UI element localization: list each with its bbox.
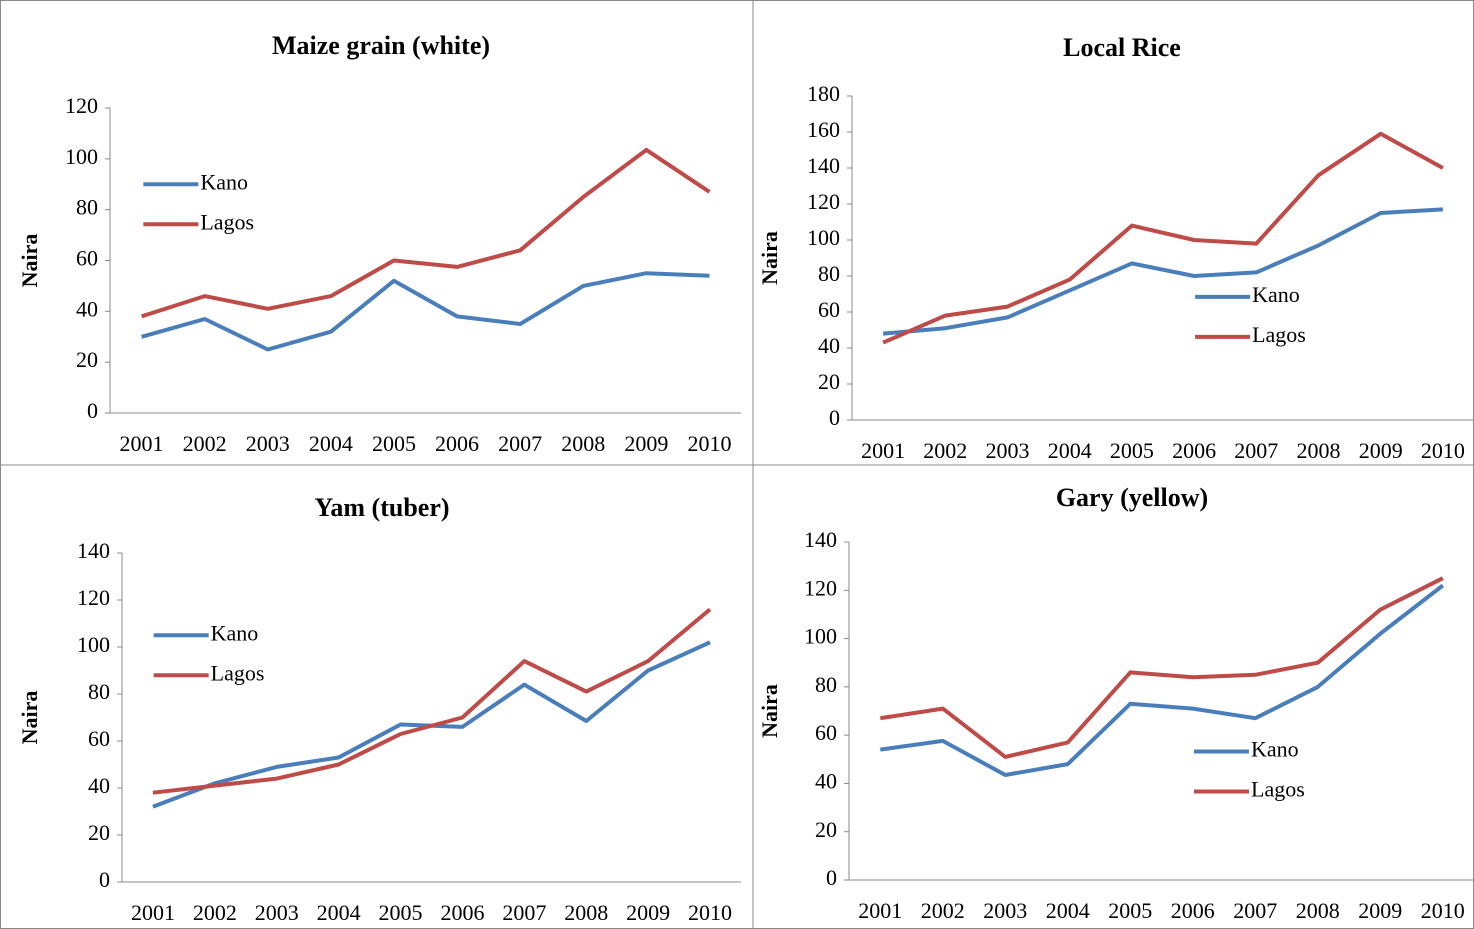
x-tick-label: 2006 <box>1171 898 1215 923</box>
y-tick-label: 80 <box>815 672 837 697</box>
x-tick-label: 2007 <box>498 431 542 456</box>
y-tick-label: 20 <box>815 817 837 842</box>
y-tick-label: 120 <box>807 189 840 214</box>
legend-label: Kano <box>1252 282 1300 307</box>
y-tick-label: 120 <box>77 585 110 610</box>
chart-title: Maize grain (white) <box>272 31 490 60</box>
x-tick-label: 2005 <box>379 900 423 925</box>
y-tick-label: 40 <box>818 333 840 358</box>
y-tick-label: 80 <box>76 195 98 220</box>
x-tick-label: 2001 <box>131 900 175 925</box>
x-tick-label: 2002 <box>923 438 967 463</box>
series-line <box>141 271 710 352</box>
x-tick-label: 2001 <box>858 898 902 923</box>
chart-title: Local Rice <box>1063 33 1181 62</box>
y-tick-label: 0 <box>99 867 110 892</box>
y-tick-label: 140 <box>77 538 110 563</box>
y-tick-label: 80 <box>88 679 110 704</box>
legend-label: Kano <box>1251 737 1299 762</box>
y-tick-label: 60 <box>76 246 98 271</box>
y-tick-label: 140 <box>807 153 840 178</box>
x-tick-label: 2003 <box>986 438 1030 463</box>
y-tick-label: 20 <box>88 820 110 845</box>
x-tick-label: 2006 <box>435 431 479 456</box>
y-tick-label: 60 <box>818 297 840 322</box>
x-tick-label: 2010 <box>1421 438 1465 463</box>
legend-label: Lagos <box>1251 777 1305 802</box>
y-tick-label: 120 <box>65 93 98 118</box>
y-tick-label: 180 <box>807 81 840 106</box>
series-line <box>152 607 712 795</box>
y-tick-label: 80 <box>818 261 840 286</box>
x-tick-label: 2006 <box>1172 438 1216 463</box>
x-tick-label: 2004 <box>1048 438 1092 463</box>
x-tick-label: 2002 <box>921 898 965 923</box>
x-tick-label: 2008 <box>1297 438 1341 463</box>
x-tick-label: 2003 <box>983 898 1027 923</box>
y-tick-label: 100 <box>807 225 840 250</box>
x-tick-label: 2005 <box>372 431 416 456</box>
x-tick-label: 2009 <box>1359 438 1403 463</box>
x-tick-label: 2001 <box>120 431 164 456</box>
y-tick-label: 0 <box>826 865 837 890</box>
y-axis-label: Naira <box>757 684 782 738</box>
x-tick-label: 2010 <box>688 900 732 925</box>
series-line <box>879 576 1444 759</box>
y-tick-label: 160 <box>807 117 840 142</box>
y-tick-label: 0 <box>87 398 98 423</box>
x-tick-label: 2002 <box>183 431 227 456</box>
x-tick-label: 2004 <box>1046 898 1090 923</box>
legend-label: Kano <box>211 620 259 645</box>
x-tick-label: 2010 <box>687 431 731 456</box>
y-tick-label: 100 <box>65 144 98 169</box>
x-tick-label: 2009 <box>626 900 670 925</box>
y-tick-label: 20 <box>76 347 98 372</box>
x-tick-label: 2008 <box>1296 898 1340 923</box>
legend-label: Lagos <box>200 209 254 234</box>
x-tick-label: 2003 <box>246 431 290 456</box>
x-tick-label: 2001 <box>861 438 905 463</box>
x-tick-label: 2002 <box>193 900 237 925</box>
x-tick-label: 2009 <box>1358 898 1402 923</box>
x-tick-label: 2004 <box>317 900 361 925</box>
chart-title: Yam (tuber) <box>314 493 449 522</box>
y-tick-label: 0 <box>829 405 840 430</box>
x-tick-label: 2008 <box>564 900 608 925</box>
y-axis-label: Naira <box>17 234 42 288</box>
y-tick-label: 40 <box>88 773 110 798</box>
x-tick-label: 2009 <box>624 431 668 456</box>
y-tick-label: 100 <box>77 632 110 657</box>
y-tick-label: 40 <box>815 768 837 793</box>
series-line <box>882 131 1444 345</box>
x-tick-label: 2010 <box>1421 898 1465 923</box>
y-tick-label: 60 <box>88 726 110 751</box>
y-axis-label: Naira <box>757 231 782 285</box>
x-tick-label: 2006 <box>440 900 484 925</box>
series-line <box>140 147 711 319</box>
y-tick-label: 60 <box>815 720 837 745</box>
x-tick-label: 2007 <box>502 900 546 925</box>
y-tick-label: 100 <box>804 624 837 649</box>
x-tick-label: 2008 <box>561 431 605 456</box>
legend-label: Lagos <box>211 660 265 685</box>
series-line <box>882 207 1444 336</box>
y-axis-label: Naira <box>17 691 42 745</box>
series-line <box>880 583 1445 777</box>
y-tick-label: 120 <box>804 575 837 600</box>
legend-label: Kano <box>200 169 248 194</box>
y-tick-label: 40 <box>76 296 98 321</box>
x-tick-label: 2005 <box>1110 438 1154 463</box>
x-tick-label: 2007 <box>1234 438 1278 463</box>
legend-label: Lagos <box>1252 322 1306 347</box>
x-tick-label: 2003 <box>255 900 299 925</box>
chart-title: Gary (yellow) <box>1056 483 1208 512</box>
x-tick-label: 2007 <box>1233 898 1277 923</box>
y-tick-label: 140 <box>804 527 837 552</box>
x-tick-label: 2004 <box>309 431 353 456</box>
x-tick-label: 2005 <box>1108 898 1152 923</box>
y-tick-label: 20 <box>818 369 840 394</box>
